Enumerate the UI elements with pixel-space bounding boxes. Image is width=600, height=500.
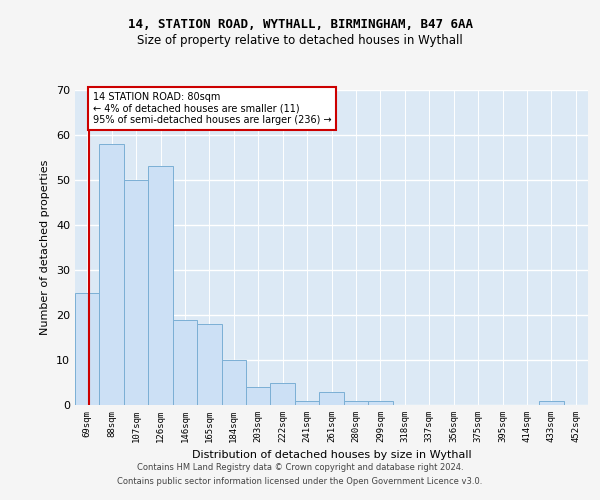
Bar (75, 292, 100, 405)
Y-axis label: Number of detached properties: Number of detached properties (40, 160, 50, 335)
Bar (295, 400, 319, 405)
Bar (368, 400, 392, 405)
Bar (271, 382, 295, 405)
Bar (539, 400, 563, 405)
Text: Size of property relative to detached houses in Wythall: Size of property relative to detached ho… (137, 34, 463, 47)
Bar (344, 400, 368, 405)
X-axis label: Distribution of detached houses by size in Wythall: Distribution of detached houses by size … (191, 450, 472, 460)
Bar (319, 392, 344, 405)
Bar (246, 387, 271, 405)
Bar (148, 166, 173, 405)
Text: Contains public sector information licensed under the Open Government Licence v3: Contains public sector information licen… (118, 477, 482, 486)
Text: 14, STATION ROAD, WYTHALL, BIRMINGHAM, B47 6AA: 14, STATION ROAD, WYTHALL, BIRMINGHAM, B… (128, 18, 473, 30)
Text: Contains HM Land Registry data © Crown copyright and database right 2024.: Contains HM Land Registry data © Crown c… (137, 464, 463, 472)
Bar (173, 320, 197, 405)
Text: 14 STATION ROAD: 80sqm
← 4% of detached houses are smaller (11)
95% of semi-deta: 14 STATION ROAD: 80sqm ← 4% of detached … (93, 92, 331, 126)
Bar (124, 180, 148, 405)
Bar (197, 324, 221, 405)
Bar (221, 360, 246, 405)
Bar (100, 144, 124, 405)
